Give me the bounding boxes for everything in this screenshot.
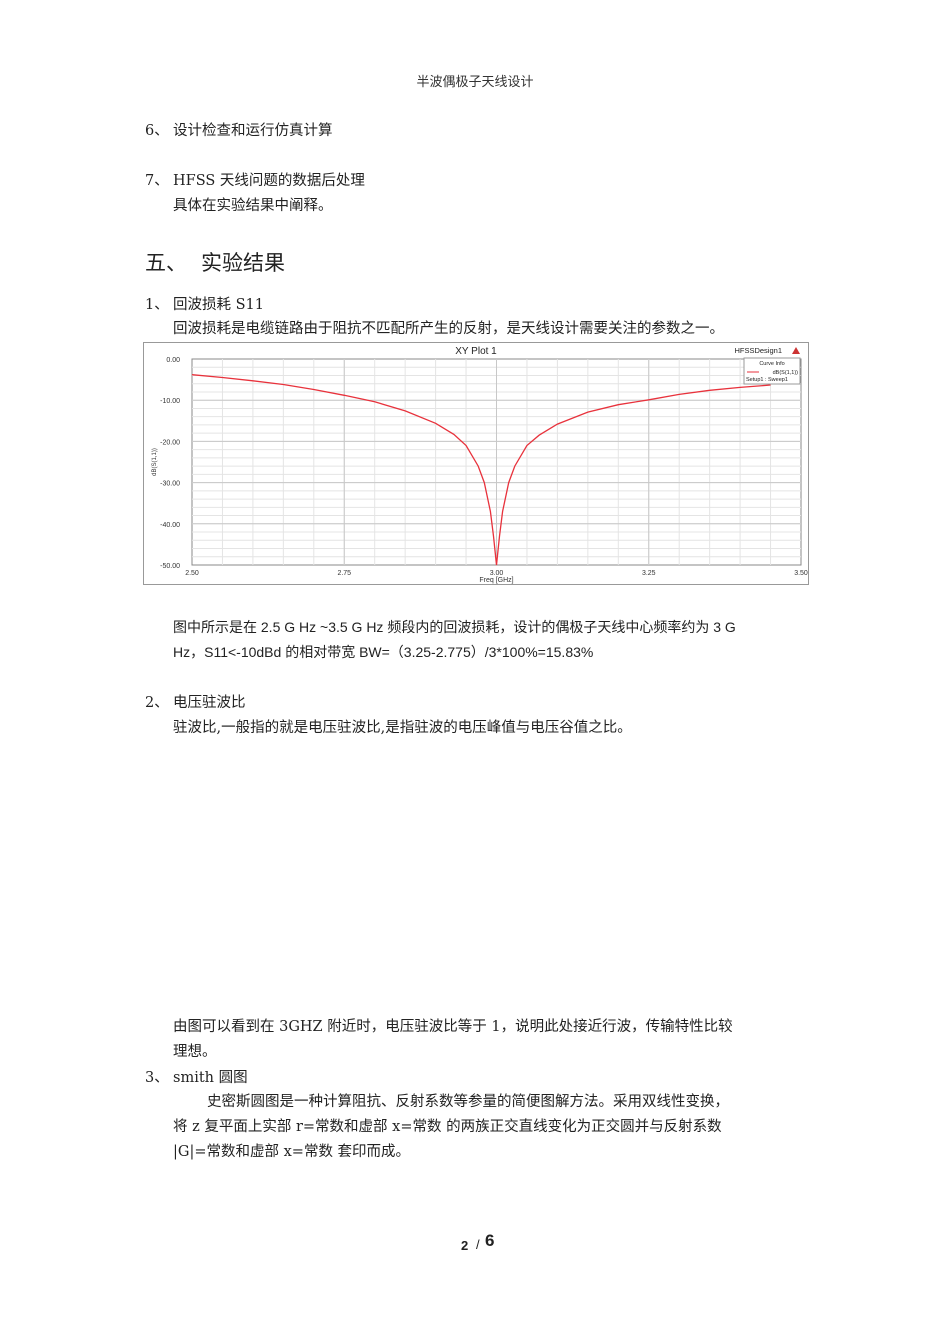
legend-series-name: dB(S(1,1)) <box>773 370 799 376</box>
s2-note-line2: 理想。 <box>173 1044 217 1060</box>
y-tick-label: -30.00 <box>160 481 180 488</box>
x-tick-label: 3.25 <box>642 570 656 577</box>
y-tick-label: -50.00 <box>160 563 180 570</box>
s1-note-line2: Hz，S11<-10dBd 的相对带宽 BW=（3.25-2.775）/3*10… <box>173 644 594 660</box>
chart-svg: 2.50 2.75 3.00 3.25 3.50 0.00 -10.00 -20.00 -30.… <box>152 346 808 584</box>
s3-para-line3: |G|=常数和虚部 x=常数 套印而成。 <box>173 1144 411 1160</box>
s3-number: 3、 <box>145 1070 169 1086</box>
s2-desc: 驻波比,一般指的就是电压驻波比,是指驻波的电压峰值与电压谷值之比。 <box>173 720 632 736</box>
page-total: 6 <box>485 1231 495 1250</box>
legend-box <box>743 357 801 385</box>
s1-title: 回波损耗 S11 <box>173 297 264 313</box>
y-tick-label: -10.00 <box>160 398 180 405</box>
item-7-number: 7、 <box>145 173 169 189</box>
page-number: 2 <box>461 1238 469 1253</box>
item-7-sub: 具体在实验结果中阐释。 <box>173 198 333 214</box>
y-tick-label: -20.00 <box>160 439 180 446</box>
y-tick-label: 0.00 <box>166 357 180 364</box>
ansoft-logo-icon <box>792 347 800 354</box>
x-axis-label: Freq [GHz] <box>479 577 513 584</box>
s3-para-line1: 史密斯圆图是一种计算阻抗、反射系数等参量的简便图解方法。采用双线性变换， <box>207 1094 729 1110</box>
item-6-number: 6、 <box>145 123 169 139</box>
s1-note-line1: 图中所示是在 2.5 G Hz ~3.5 G Hz 频段内的回波损耗，设计的偶极… <box>173 619 736 635</box>
y-tick-label: -40.00 <box>160 522 180 529</box>
s2-title: 电压驻波比 <box>173 695 246 711</box>
x-tick-label: 2.75 <box>337 570 351 577</box>
chart-title: XY Plot 1 <box>455 346 497 357</box>
s11-curve <box>191 374 771 566</box>
section-number: 五、 <box>145 251 187 275</box>
x-tick-label: 3.00 <box>490 570 504 577</box>
section-title: 实验结果 <box>201 251 285 275</box>
s1-number: 1、 <box>145 297 169 313</box>
s11-chart: 2.50 2.75 3.00 3.25 3.50 0.00 -10.00 -20.00 -30.… <box>143 342 809 585</box>
item-7-text: HFSS 天线问题的数据后处理 <box>173 173 365 189</box>
s3-para-line2: 将 z 复平面上实部 r=常数和虚部 x=常数 的两族正交直线变化为正交圆并与反… <box>173 1119 722 1135</box>
x-tick-label: 3.50 <box>794 570 808 577</box>
s2-note-line1: 由图可以看到在 3GHZ 附近时，电压驻波比等于 1，说明此处接近行波，传输特性… <box>173 1019 733 1035</box>
x-tick-label: 2.50 <box>185 570 199 577</box>
s3-title: smith 圆图 <box>173 1070 248 1086</box>
s1-desc: 回波损耗是电缆链路由于阻抗不匹配所产生的反射，是天线设计需要关注的参数之一。 <box>173 321 724 337</box>
y-axis-label: dB(S(1,1)) <box>152 448 158 476</box>
page-header: 半波偶极子天线设计 <box>416 75 534 90</box>
item-6-text: 设计检查和运行仿真计算 <box>173 123 333 139</box>
s2-number: 2、 <box>145 695 169 711</box>
design-label: HFSSDesign1 <box>734 346 782 355</box>
legend-series-setup: Setup1 : Sweep1 <box>746 377 788 383</box>
page-separator: / <box>476 1237 480 1252</box>
legend-title: Curve Info <box>759 361 784 367</box>
